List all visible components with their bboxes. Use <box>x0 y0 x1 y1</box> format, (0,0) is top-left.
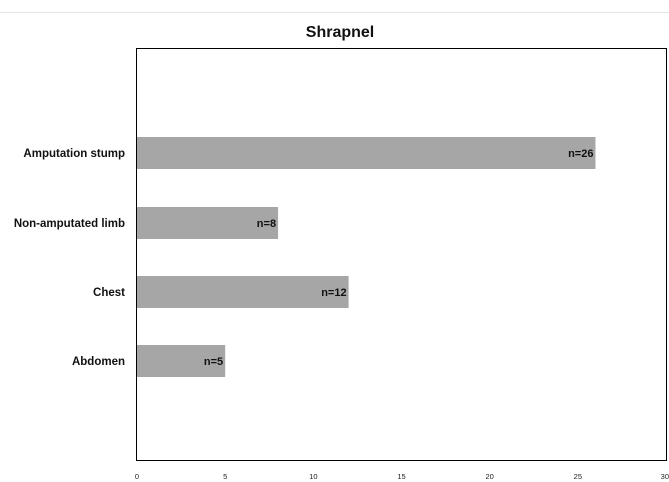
chart-title: Shrapnel <box>306 24 374 41</box>
x-tick-label-20: 20 <box>485 472 493 481</box>
category-labels: Amputation stump Non-amputated limb Chest A… <box>14 148 125 368</box>
data-label-non-amputated-limb: n=8 <box>257 218 276 230</box>
bars-layer: n=26 n=8 n=12 n=5 <box>137 137 596 377</box>
category-label-chest: Chest <box>93 287 125 299</box>
x-tick-label-5: 5 <box>223 472 227 481</box>
data-label-abdomen: n=5 <box>204 356 223 368</box>
data-label-chest: n=12 <box>321 287 346 299</box>
category-label-abdomen: Abdomen <box>72 356 125 368</box>
x-tick-label-10: 10 <box>309 472 317 481</box>
category-label-non-amputated-limb: Non-amputated limb <box>14 218 125 230</box>
plot-area <box>136 48 667 461</box>
x-tick-label-15: 15 <box>397 472 405 481</box>
bar-non-amputated-limb <box>137 207 279 239</box>
x-tick-label-25: 25 <box>574 472 582 481</box>
category-label-amputation-stump: Amputation stump <box>23 148 125 160</box>
bar-amputation-stump <box>137 137 596 169</box>
bar-chest <box>137 276 349 308</box>
x-tick-label-30: 30 <box>661 472 669 481</box>
x-tick-label-0: 0 <box>135 472 139 481</box>
x-axis-ticks: 0 5 10 15 20 25 30 <box>135 472 669 481</box>
bar-abdomen <box>137 345 226 377</box>
data-label-amputation-stump: n=26 <box>568 148 593 160</box>
